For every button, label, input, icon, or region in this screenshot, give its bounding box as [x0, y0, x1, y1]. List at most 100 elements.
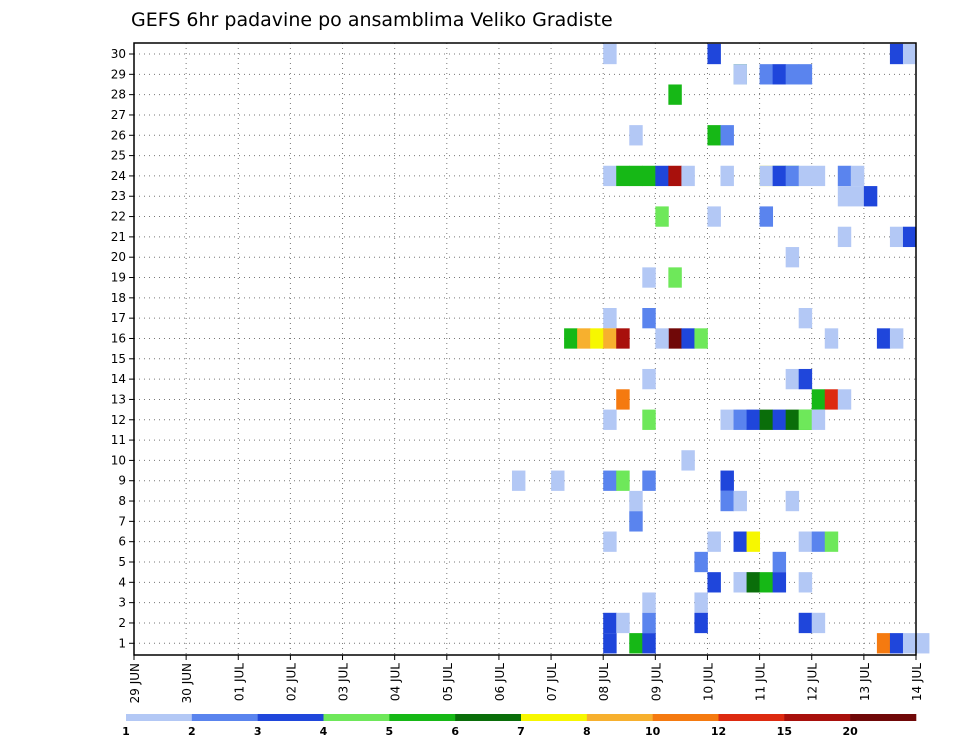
x-tick-label: 11 JUL — [754, 663, 768, 701]
legend-label: 7 — [517, 725, 525, 738]
y-tick-label: 7 — [118, 514, 126, 528]
y-tick-label: 27 — [111, 108, 126, 122]
y-tick-label: 20 — [111, 250, 126, 264]
x-axis-date-labels: 29 JUN 30 JUN 01 JUL 02 JUL 03 JUL 04 JUL 05 J… — [128, 655, 924, 703]
precip-cell — [720, 490, 734, 512]
x-tick-label: 29 JUN — [128, 663, 142, 703]
precip-cell — [694, 592, 708, 613]
precip-cell — [616, 165, 630, 187]
precip-cell — [837, 186, 852, 207]
legend-swatch — [850, 714, 917, 721]
precip-cell — [629, 511, 643, 532]
precip-cell — [603, 470, 617, 491]
precip-cell — [603, 43, 617, 65]
precip-cell — [824, 531, 839, 552]
y-tick-label: 8 — [118, 494, 126, 508]
precip-cell — [798, 64, 813, 85]
precip-cell — [603, 531, 617, 552]
precip-cell — [720, 165, 734, 187]
precip-cell — [798, 572, 813, 593]
precip-cell — [642, 612, 656, 634]
precip-cell — [759, 64, 774, 85]
y-tick-label: 28 — [111, 88, 126, 102]
precip-cell — [642, 368, 656, 390]
precip-cell — [551, 470, 565, 491]
x-tick-label: 14 JUL — [910, 663, 924, 701]
y-tick-label: 25 — [111, 149, 126, 163]
precip-cell — [798, 308, 813, 329]
precip-cell — [889, 633, 904, 654]
y-axis-member-labels: 1234567891011121314151617181920212223242… — [111, 47, 134, 650]
x-tick-label: 08 JUL — [597, 663, 611, 701]
x-tick-label: 05 JUL — [441, 663, 455, 701]
y-tick-label: 13 — [111, 392, 126, 406]
y-tick-label: 6 — [118, 535, 126, 549]
precip-cell — [746, 409, 760, 430]
precip-cell — [772, 551, 787, 573]
y-tick-label: 11 — [111, 433, 126, 447]
legend-swatch — [257, 714, 324, 721]
x-tick-label: 12 JUL — [806, 663, 820, 701]
precip-cell — [811, 389, 826, 410]
x-tick-label: 04 JUL — [389, 663, 403, 701]
precip-cell — [642, 165, 656, 187]
y-tick-label: 26 — [111, 128, 126, 142]
precip-cell — [603, 308, 617, 329]
precip-cell — [785, 247, 800, 268]
precip-cell — [616, 470, 630, 491]
y-tick-label: 17 — [111, 311, 126, 325]
precip-cell — [916, 633, 930, 654]
precip-cell — [642, 409, 656, 430]
precip-cell — [759, 206, 774, 227]
x-tick-label: 03 JUL — [337, 663, 351, 701]
precip-cell — [681, 165, 695, 187]
precip-cell — [707, 531, 721, 552]
precip-cell — [811, 409, 826, 430]
plot-frame — [133, 42, 917, 656]
y-tick-label: 18 — [111, 291, 126, 305]
precip-cell — [707, 43, 721, 65]
precip-cell — [746, 572, 760, 593]
precip-cell — [733, 490, 747, 512]
y-tick-label: 4 — [118, 575, 126, 589]
precip-cell — [681, 450, 695, 471]
precip-cell — [655, 165, 669, 187]
precip-cell — [733, 531, 747, 552]
precip-cell — [772, 165, 787, 187]
precip-cell — [707, 572, 721, 593]
precip-cell — [798, 531, 813, 552]
x-tick-label: 30 JUN — [180, 663, 194, 703]
y-tick-label: 24 — [111, 169, 126, 183]
y-tick-label: 19 — [111, 271, 126, 285]
chart-title: GEFS 6hr padavine po ansamblima Veliko G… — [131, 9, 613, 31]
precip-cell — [759, 572, 774, 593]
precip-cell — [798, 612, 813, 634]
precip-cell — [876, 633, 891, 654]
precip-cell — [655, 328, 669, 349]
precip-cell — [759, 409, 774, 430]
color-legend: 1 2 3 4 5 6 7 8 10 12 15 20 — [122, 714, 917, 738]
x-tick-label: 10 JUL — [702, 663, 716, 701]
y-tick-label: 21 — [111, 230, 126, 244]
precip-cell — [564, 328, 578, 349]
precip-cell — [720, 125, 734, 146]
precip-cell — [850, 165, 865, 187]
legend-label: 1 — [122, 725, 130, 738]
precip-cell — [603, 612, 617, 634]
y-tick-label: 2 — [118, 616, 126, 630]
precip-cell — [603, 633, 617, 654]
legend-label: 15 — [777, 725, 792, 738]
legend-swatch — [323, 714, 390, 721]
precip-cell — [824, 328, 839, 349]
precip-cell — [668, 84, 682, 105]
precip-cell — [811, 612, 826, 634]
grid-lines — [133, 43, 917, 655]
precipitation-cells — [511, 43, 930, 654]
y-tick-label: 14 — [111, 372, 126, 386]
precip-cell — [902, 43, 917, 65]
x-tick-label: 01 JUL — [232, 663, 246, 701]
precip-cell — [837, 226, 852, 248]
y-tick-label: 15 — [111, 352, 126, 366]
precip-cell — [629, 633, 643, 654]
